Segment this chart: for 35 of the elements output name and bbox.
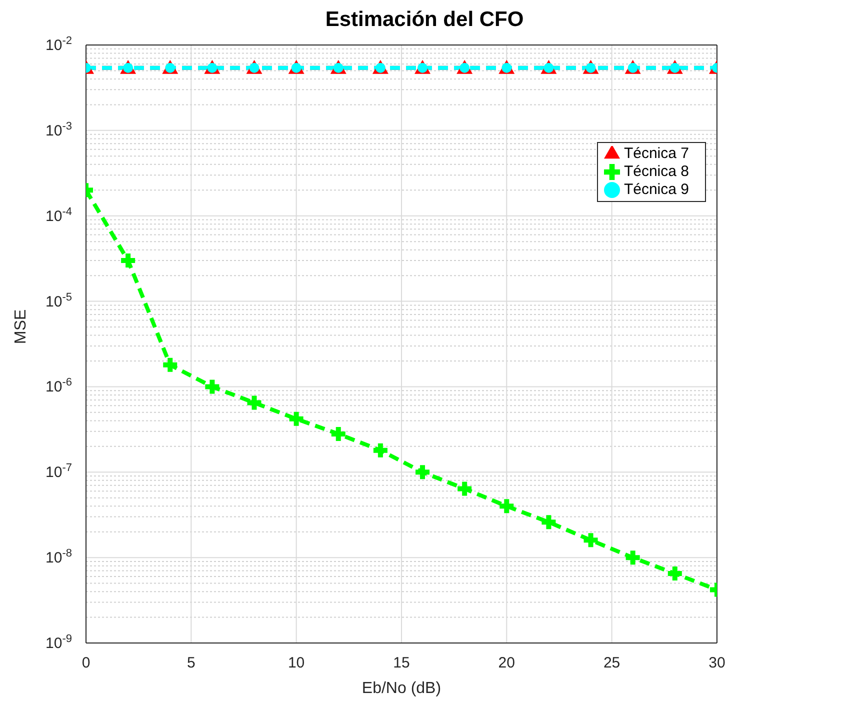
y-tick-label: 10$^{-3}$ (46, 120, 72, 140)
x-tick-label: 15 (393, 654, 410, 672)
chart-title: Estimación del CFO (324, 8, 525, 32)
x-tick-label: 25 (603, 654, 620, 672)
x-tick-label: 10 (288, 654, 305, 672)
x-tick-label: 20 (498, 654, 515, 672)
legend-label: Técnica 7 (624, 145, 689, 162)
point (626, 550, 640, 565)
x-axis-title: Eb/No (dB) (362, 680, 442, 697)
y-tick-label: 10$^{-5}$ (46, 291, 72, 310)
y-tick-label: 10$^{-9}$ (46, 633, 72, 652)
x-tick-label: 30 (708, 654, 726, 672)
point (121, 254, 136, 268)
point (331, 426, 346, 441)
y-tick-label: 10$^{-8}$ (46, 548, 72, 567)
point (289, 412, 304, 426)
y-axis-title: MSE (12, 309, 30, 344)
y-tick-label: 10$^{-6}$ (46, 376, 72, 396)
point (458, 482, 472, 496)
legend-label: Técnica 9 (624, 181, 689, 198)
point (416, 465, 430, 480)
x-tick-label: 0 (82, 654, 90, 672)
point (500, 499, 514, 514)
point (247, 396, 262, 410)
point (542, 515, 556, 530)
y-tick-label: 10$^{-2}$ (46, 35, 72, 54)
y-tick-label: 10$^{-7}$ (46, 462, 72, 482)
point (668, 566, 682, 581)
point (163, 358, 178, 372)
y-tick-label: 10$^{-4}$ (46, 206, 72, 225)
x-tick-label: 5 (186, 654, 196, 672)
point (373, 443, 388, 458)
point (584, 533, 598, 548)
legend-label: Técnica 8 (624, 163, 689, 180)
point (205, 380, 220, 394)
